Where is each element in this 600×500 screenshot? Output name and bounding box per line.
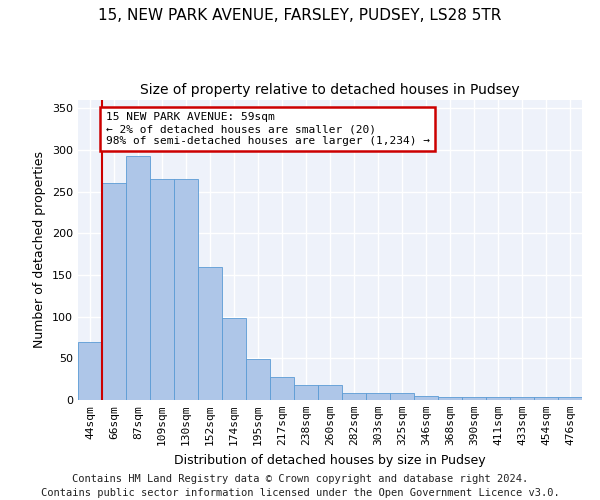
Text: Contains HM Land Registry data © Crown copyright and database right 2024.
Contai: Contains HM Land Registry data © Crown c… bbox=[41, 474, 559, 498]
Bar bbox=[126, 156, 150, 400]
Bar bbox=[486, 396, 510, 400]
Bar bbox=[342, 392, 366, 400]
Bar bbox=[558, 396, 582, 400]
Bar bbox=[534, 396, 558, 400]
Bar bbox=[366, 394, 390, 400]
Bar bbox=[222, 318, 246, 400]
Bar bbox=[102, 184, 126, 400]
Bar bbox=[174, 179, 198, 400]
Bar bbox=[294, 385, 318, 400]
Bar bbox=[150, 179, 174, 400]
Title: Size of property relative to detached houses in Pudsey: Size of property relative to detached ho… bbox=[140, 84, 520, 98]
Bar bbox=[438, 396, 462, 400]
Bar bbox=[78, 342, 102, 400]
Bar bbox=[198, 266, 222, 400]
Y-axis label: Number of detached properties: Number of detached properties bbox=[34, 152, 46, 348]
Bar bbox=[246, 359, 270, 400]
Bar bbox=[510, 396, 534, 400]
Bar bbox=[270, 376, 294, 400]
Bar bbox=[318, 385, 342, 400]
X-axis label: Distribution of detached houses by size in Pudsey: Distribution of detached houses by size … bbox=[174, 454, 486, 466]
Bar bbox=[390, 394, 414, 400]
Text: 15, NEW PARK AVENUE, FARSLEY, PUDSEY, LS28 5TR: 15, NEW PARK AVENUE, FARSLEY, PUDSEY, LS… bbox=[98, 8, 502, 22]
Text: 15 NEW PARK AVENUE: 59sqm
← 2% of detached houses are smaller (20)
98% of semi-d: 15 NEW PARK AVENUE: 59sqm ← 2% of detach… bbox=[106, 112, 430, 146]
Bar bbox=[462, 396, 486, 400]
Bar bbox=[414, 396, 438, 400]
